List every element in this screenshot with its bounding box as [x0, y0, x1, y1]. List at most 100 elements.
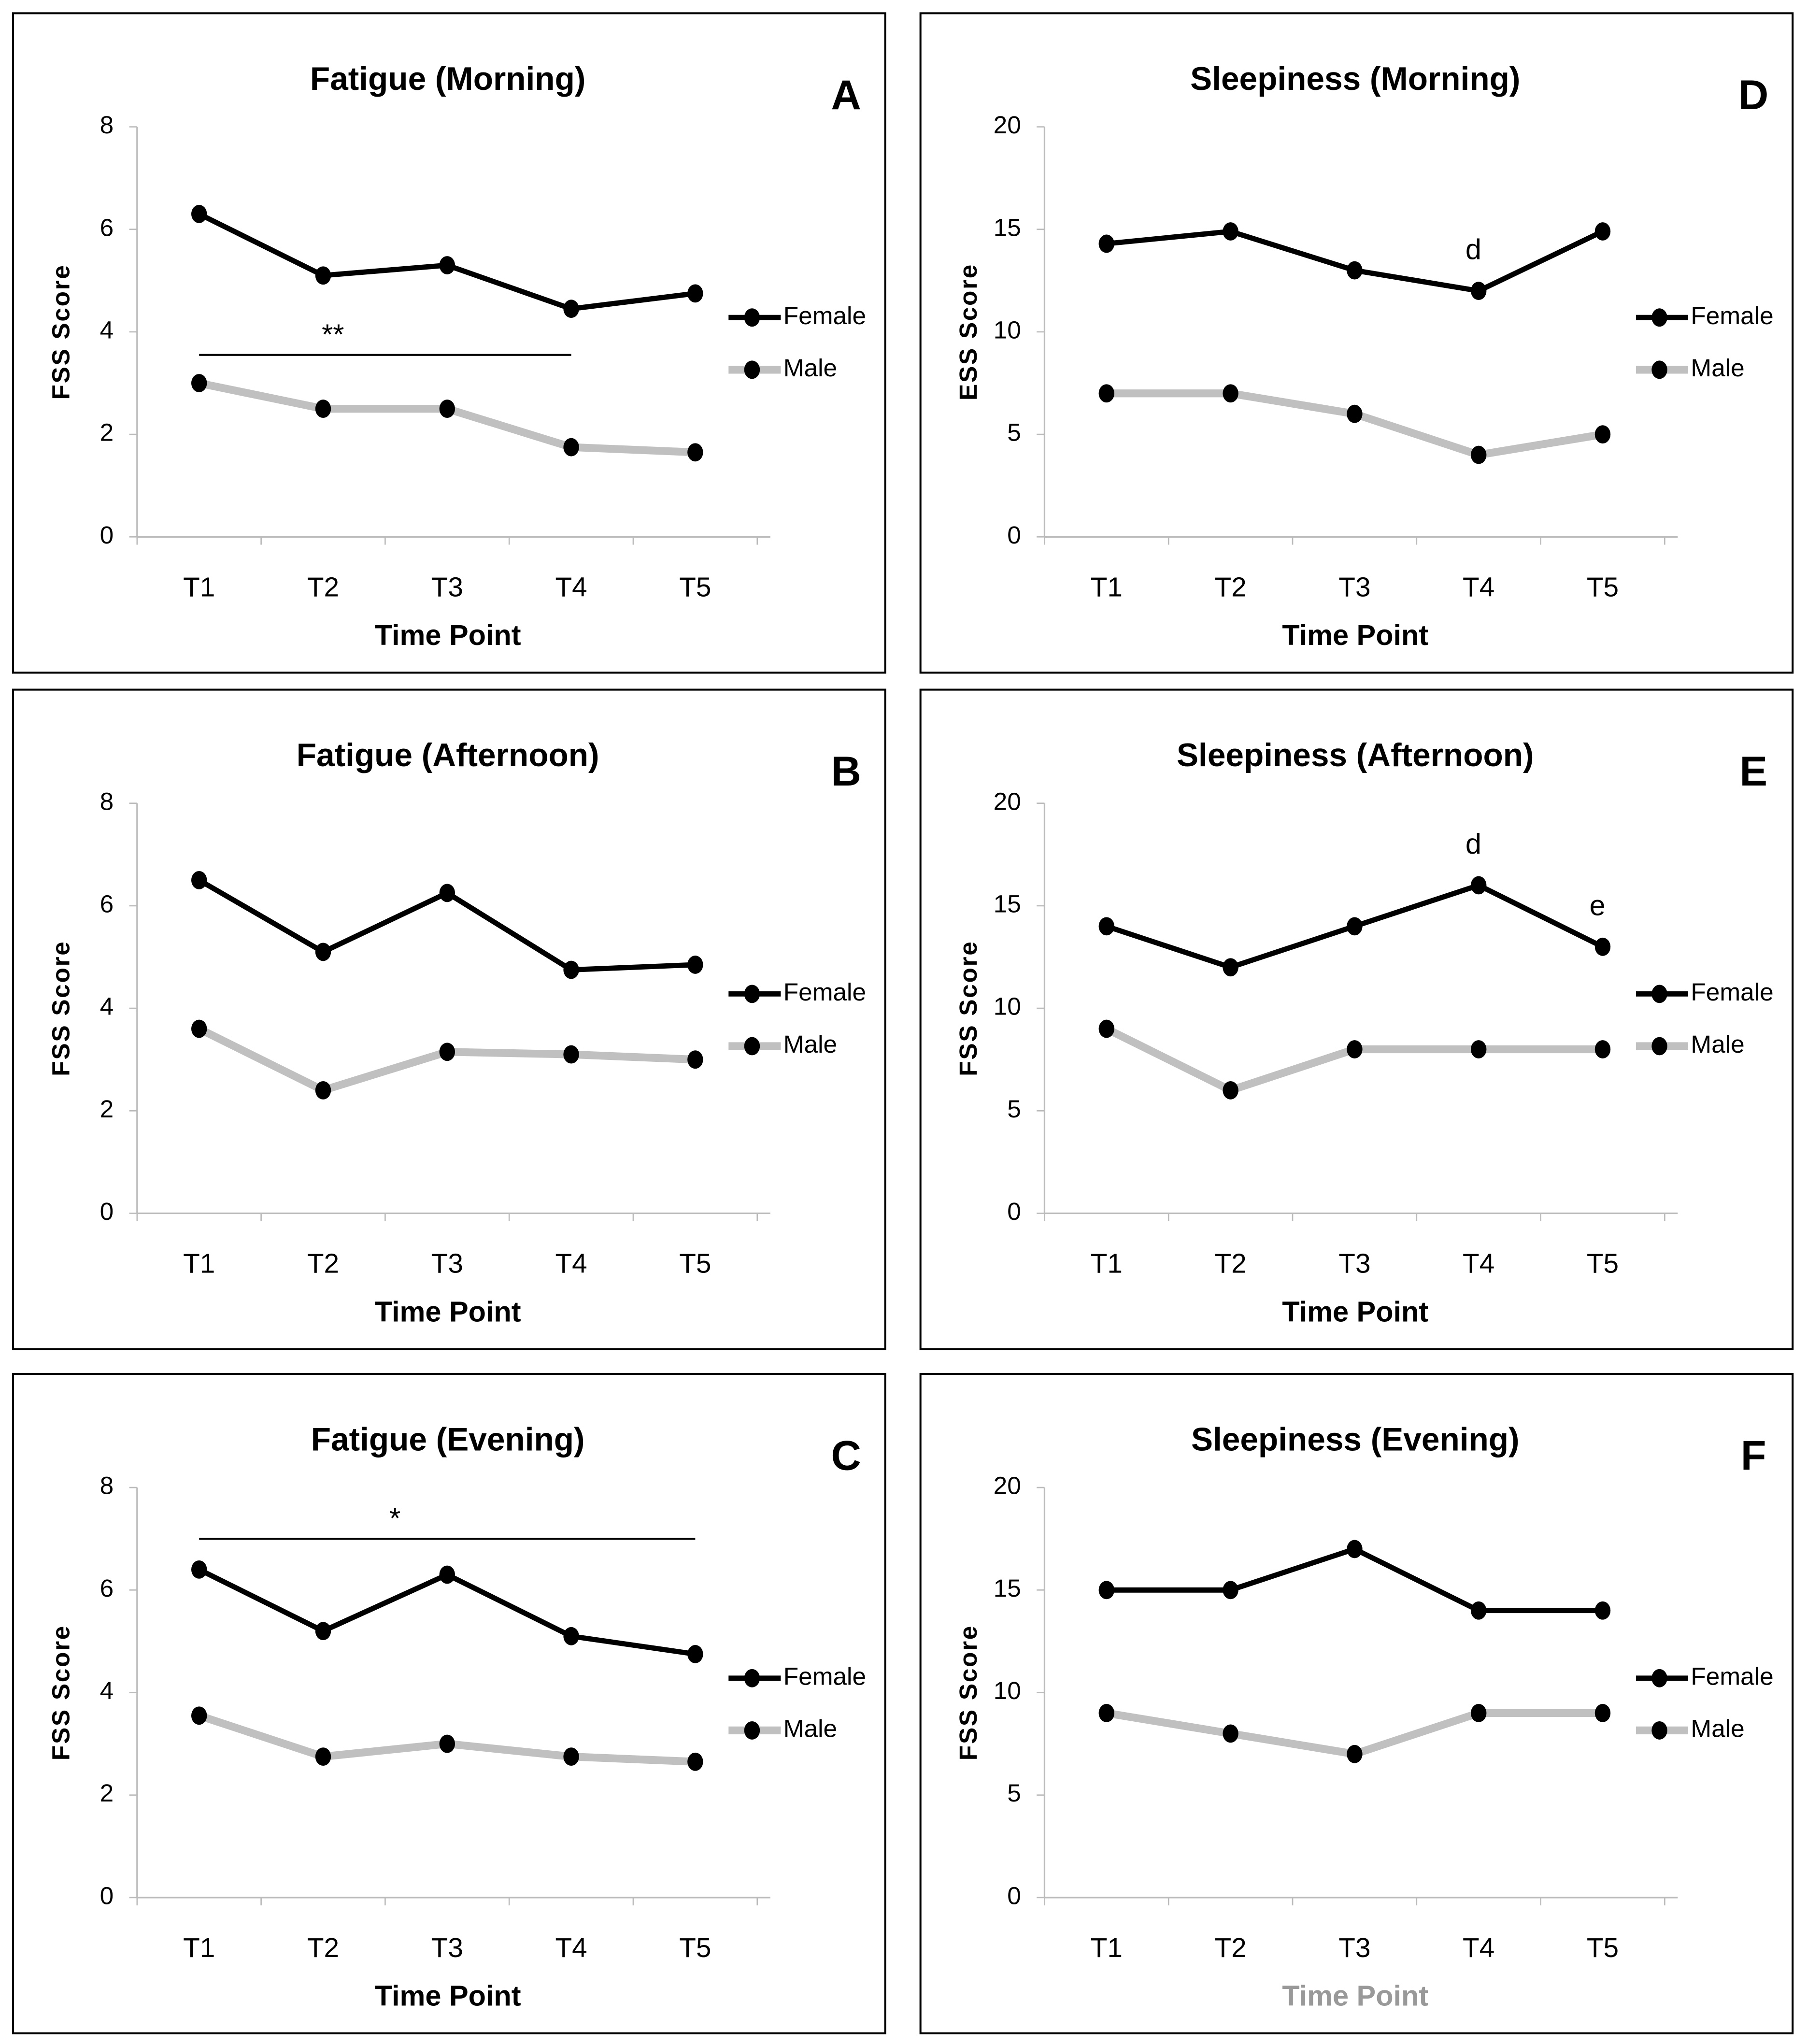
- y-axis-label: FSS Score: [954, 941, 982, 1076]
- chart-panel: Fatigue (Morning) A 0 2 4 6 8 T1 T2 T3 T4 T5 Time Po…: [12, 12, 886, 674]
- y-tick-label: 4: [100, 316, 114, 344]
- y-tick-label: 2: [100, 1095, 114, 1123]
- y-tick-label: 20: [994, 111, 1021, 139]
- data-point: [1594, 222, 1611, 241]
- y-tick-label: 5: [1007, 1779, 1021, 1807]
- chart-panel: Sleepiness (Evening) F 0 5 10 15 20 T1 T2 T3 T4 T5 T…: [919, 1372, 1794, 2035]
- legend-label: Female: [783, 302, 866, 329]
- chart-title: Fatigue (Afternoon): [297, 737, 599, 773]
- data-point: [1594, 1704, 1611, 1722]
- data-point: [1470, 876, 1487, 895]
- panel-border: [919, 1372, 1794, 2035]
- data-point: [191, 1560, 207, 1579]
- y-tick-label: 5: [1007, 419, 1021, 446]
- legend-label: Male: [1691, 354, 1744, 382]
- x-tick-label: T4: [1463, 1249, 1494, 1279]
- data-point: [687, 956, 703, 974]
- x-tick-label: T2: [1214, 1933, 1246, 1963]
- x-tick-label: T1: [183, 1933, 215, 1963]
- x-tick-label: T4: [555, 1249, 587, 1279]
- legend-marker: [1651, 360, 1667, 379]
- data-point: [1470, 1704, 1487, 1722]
- data-point: [1347, 404, 1363, 423]
- legend-label: Female: [1691, 302, 1773, 329]
- x-tick-label: T1: [1091, 1933, 1123, 1963]
- data-point: [1347, 1540, 1363, 1558]
- data-point: [563, 1747, 579, 1766]
- chart-title: Sleepiness (Evening): [1191, 1421, 1520, 1458]
- x-tick-label: T2: [307, 1249, 339, 1279]
- legend-marker: [1651, 1037, 1667, 1056]
- y-tick-label: 15: [994, 890, 1021, 917]
- y-tick-label: 10: [994, 993, 1021, 1020]
- legend-label: Male: [783, 1715, 837, 1742]
- data-point: [439, 1734, 455, 1753]
- x-tick-label: T5: [679, 572, 711, 602]
- data-point: [315, 400, 331, 418]
- y-axis-label: ESS Score: [954, 263, 982, 400]
- y-tick-label: 6: [100, 1574, 114, 1602]
- x-tick-label: T4: [1463, 572, 1494, 602]
- data-point: [439, 256, 455, 274]
- data-point: [1098, 1581, 1115, 1600]
- y-tick-label: 6: [100, 214, 114, 241]
- data-point: [1223, 222, 1238, 241]
- chart-title: Fatigue (Morning): [310, 61, 585, 97]
- data-point: [1470, 445, 1487, 464]
- data-point: [1098, 917, 1115, 936]
- data-point: [315, 943, 331, 961]
- y-tick-label: 5: [1007, 1095, 1021, 1123]
- legend-label: Male: [783, 1030, 837, 1058]
- y-tick-label: 20: [994, 787, 1021, 815]
- x-tick-label: T2: [307, 572, 339, 602]
- y-tick-label: 0: [100, 521, 114, 549]
- y-tick-label: 20: [994, 1472, 1021, 1500]
- panel-letter: B: [831, 748, 861, 795]
- data-point: [687, 284, 703, 303]
- legend-label: Male: [1691, 1715, 1744, 1742]
- data-point: [1594, 937, 1611, 956]
- y-tick-label: 6: [100, 890, 114, 917]
- legend-marker: [744, 1669, 760, 1687]
- data-point: [439, 400, 455, 418]
- x-tick-label: T4: [1463, 1933, 1494, 1963]
- y-tick-label: 10: [994, 1677, 1021, 1704]
- annotation: d: [1466, 233, 1481, 266]
- chart-panel: Fatigue (Evening) C 0 2 4 6 8 T1 T2 T3 T4 T5 Time Po…: [12, 1372, 886, 2035]
- data-point: [687, 443, 703, 462]
- y-axis-label: FSS Score: [47, 941, 74, 1076]
- data-point: [191, 205, 207, 223]
- x-tick-label: T3: [431, 572, 463, 602]
- panel-letter: F: [1741, 1433, 1766, 1479]
- legend-marker: [1651, 1669, 1667, 1687]
- x-tick-label: T5: [1587, 1249, 1619, 1279]
- y-tick-label: 0: [100, 1882, 114, 1909]
- panel-letter: D: [1738, 72, 1768, 118]
- data-point: [191, 1019, 207, 1038]
- x-tick-label: T2: [1214, 1249, 1246, 1279]
- y-tick-label: 15: [994, 1574, 1021, 1602]
- data-point: [1594, 425, 1611, 444]
- data-point: [1223, 1081, 1238, 1100]
- data-point: [1223, 958, 1238, 977]
- y-tick-label: 4: [100, 1677, 114, 1704]
- x-axis-label: Time Point: [1282, 1295, 1428, 1328]
- data-point: [1098, 234, 1115, 253]
- panel-letter: A: [831, 72, 861, 118]
- x-tick-label: T3: [1338, 1249, 1370, 1279]
- data-point: [1470, 1601, 1487, 1620]
- legend-marker: [744, 360, 760, 379]
- data-point: [1470, 1040, 1487, 1058]
- x-tick-label: T4: [555, 572, 587, 602]
- x-tick-label: T5: [679, 1249, 711, 1279]
- data-point: [1594, 1601, 1611, 1620]
- data-point: [687, 1645, 703, 1663]
- chart-panel: Sleepiness (Afternoon) E 0 5 10 15 20 T1 T2 T3 T4 T…: [919, 688, 1794, 1350]
- panel-letter: C: [831, 1433, 861, 1479]
- y-tick-label: 0: [1007, 521, 1021, 549]
- x-axis-label: Time Point: [375, 1980, 521, 2012]
- legend-marker: [744, 1037, 760, 1056]
- data-point: [563, 960, 579, 979]
